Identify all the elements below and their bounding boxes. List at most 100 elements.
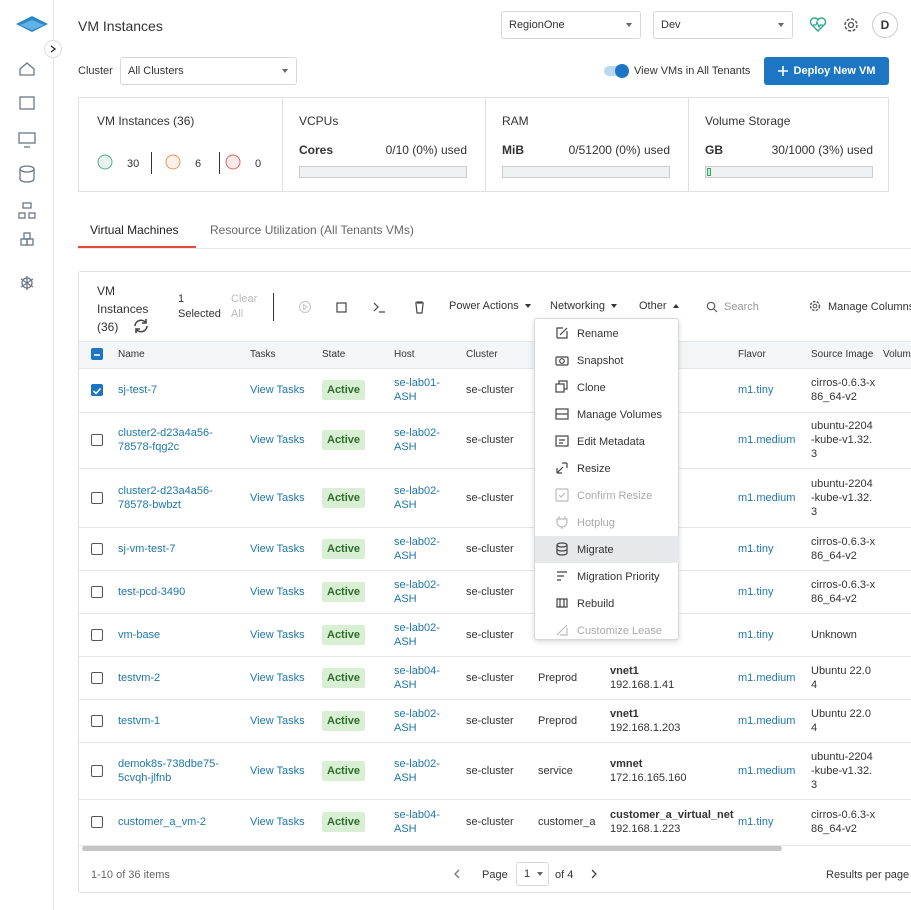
tenant-select[interactable]: Dev bbox=[653, 11, 793, 39]
page-total: of 4 bbox=[555, 869, 574, 881]
deploy-button[interactable]: Deploy New VM bbox=[764, 57, 889, 85]
next-page[interactable] bbox=[589, 868, 599, 880]
refresh-icon[interactable] bbox=[132, 318, 150, 334]
row-checkbox[interactable] bbox=[91, 714, 103, 727]
network-ip: 192.168.1.223 bbox=[610, 823, 681, 835]
menu-item[interactable]: Snapshot bbox=[577, 354, 624, 367]
menu-item[interactable]: Manage Volumes bbox=[577, 408, 662, 421]
status-icon bbox=[97, 154, 113, 175]
view-tasks[interactable]: View Tasks bbox=[250, 542, 305, 555]
tab[interactable]: Resource Utilization (All Tenants VMs) bbox=[210, 223, 414, 237]
state-badge: Active bbox=[322, 760, 366, 781]
row-checkbox[interactable] bbox=[91, 764, 103, 777]
row-checkbox[interactable] bbox=[91, 383, 103, 396]
flavor-link[interactable]: m1.medium bbox=[738, 671, 796, 684]
view-tasks[interactable]: View Tasks bbox=[250, 491, 305, 504]
view-tasks[interactable]: View Tasks bbox=[250, 383, 305, 396]
source-image: Ubuntu 22.04 bbox=[811, 707, 871, 734]
view-tasks[interactable]: View Tasks bbox=[250, 585, 305, 598]
flavor-link[interactable]: m1.medium bbox=[738, 764, 796, 777]
vm-name[interactable]: vm-base bbox=[118, 628, 161, 641]
host-link[interactable]: se-lab02-ASH bbox=[394, 757, 440, 784]
host-link[interactable]: se-lab02-ASH bbox=[394, 578, 440, 605]
view-tasks[interactable]: View Tasks bbox=[250, 764, 305, 777]
view-tasks[interactable]: View Tasks bbox=[250, 671, 305, 684]
host-link[interactable]: se-lab04-ASH bbox=[394, 809, 440, 835]
action-dropdown[interactable]: Power Actions bbox=[449, 300, 531, 312]
vm-name[interactable]: sj-test-7 bbox=[118, 383, 158, 396]
vm-name[interactable]: demok8s-738dbe75-5cvqh-jlfnb bbox=[118, 757, 219, 784]
vm-name[interactable]: customer_a_vm-2 bbox=[118, 816, 207, 828]
flavor-link[interactable]: m1.medium bbox=[738, 491, 796, 504]
row-checkbox[interactable] bbox=[91, 542, 103, 555]
flavor-link[interactable]: m1.tiny bbox=[738, 628, 774, 641]
cluster-name: se-cluster bbox=[466, 764, 514, 777]
scrollbar[interactable] bbox=[82, 846, 782, 851]
row-checkbox[interactable] bbox=[91, 585, 103, 598]
flavor-cell: m1.tiny bbox=[738, 570, 808, 613]
nav-icons[interactable] bbox=[0, 55, 53, 305]
search-input[interactable]: Search bbox=[724, 301, 759, 313]
flavor-link[interactable]: m1.tiny bbox=[738, 542, 774, 555]
region-select[interactable]: RegionOne bbox=[501, 11, 641, 39]
clear-all[interactable]: Clear All bbox=[231, 293, 258, 320]
tenant-name: service bbox=[538, 764, 573, 777]
row-checkbox[interactable] bbox=[91, 816, 103, 828]
sidebar-toggle[interactable] bbox=[44, 40, 62, 58]
tab-active[interactable]: Virtual Machines bbox=[90, 223, 179, 237]
host-link[interactable]: se-lab02-ASH bbox=[394, 427, 440, 453]
row-checkbox[interactable] bbox=[91, 671, 103, 684]
menu-item[interactable]: Edit Metadata bbox=[577, 435, 645, 448]
action-dropdown[interactable]: Other bbox=[639, 300, 679, 312]
menu-item[interactable]: Rename bbox=[577, 327, 619, 340]
header-checkbox[interactable] bbox=[91, 348, 103, 360]
row-action-icons[interactable] bbox=[296, 298, 431, 316]
host-link[interactable]: se-lab01-ASH bbox=[394, 376, 440, 403]
row-checkbox[interactable] bbox=[91, 491, 103, 504]
state-cell: Active bbox=[322, 742, 382, 799]
vm-name[interactable]: cluster2-d23a4a56-78578-fqg2c bbox=[118, 427, 213, 453]
menu-item[interactable]: Resize bbox=[577, 462, 611, 475]
vm-name[interactable]: sj-vm-test-7 bbox=[118, 542, 176, 555]
host-link[interactable]: se-lab02-ASH bbox=[394, 484, 440, 511]
user-avatar[interactable]: D bbox=[872, 12, 898, 38]
host-link[interactable]: se-lab02-ASH bbox=[394, 707, 440, 734]
menu-item[interactable]: Migration Priority bbox=[577, 570, 660, 583]
flavor-link[interactable]: m1.medium bbox=[738, 434, 796, 446]
sidebar bbox=[0, 0, 54, 910]
host-link[interactable]: se-lab02-ASH bbox=[394, 621, 440, 648]
cluster-select[interactable]: All Clusters bbox=[120, 57, 297, 85]
view-tasks[interactable]: View Tasks bbox=[250, 628, 305, 641]
menu-item[interactable]: Rebuild bbox=[577, 597, 615, 610]
host-link[interactable]: se-lab02-ASH bbox=[394, 535, 440, 562]
vm-name[interactable]: testvm-1 bbox=[118, 714, 161, 727]
manage-columns[interactable]: Manage Columns bbox=[828, 301, 911, 313]
vm-name[interactable]: test-pcd-3490 bbox=[118, 585, 186, 598]
flavor-link[interactable]: m1.medium bbox=[738, 714, 796, 727]
view-tasks[interactable]: View Tasks bbox=[250, 434, 305, 446]
vm-name[interactable]: cluster2-d23a4a56-78578-bwbzt bbox=[118, 484, 213, 511]
flavor-link[interactable]: m1.tiny bbox=[738, 816, 774, 828]
menu-item: Hotplug bbox=[577, 516, 615, 529]
deploy-label: Deploy New VM bbox=[793, 65, 876, 77]
row-checkbox[interactable] bbox=[91, 434, 103, 446]
flavor-link[interactable]: m1.tiny bbox=[738, 383, 774, 396]
health-icon[interactable] bbox=[809, 16, 827, 34]
tenant-toggle[interactable] bbox=[604, 64, 629, 78]
view-tasks[interactable]: View Tasks bbox=[250, 714, 305, 727]
menu-item[interactable]: Clone bbox=[577, 381, 606, 394]
menu-item[interactable]: Migrate bbox=[535, 536, 679, 563]
host-link[interactable]: se-lab04-ASH bbox=[394, 664, 440, 691]
resource-unit: GB bbox=[705, 143, 723, 157]
menu-icon bbox=[554, 568, 570, 589]
action-dropdown[interactable]: Networking bbox=[550, 300, 618, 312]
settings-icon[interactable] bbox=[842, 16, 860, 34]
row-checkbox[interactable] bbox=[91, 628, 103, 641]
vm-name[interactable]: testvm-2 bbox=[118, 671, 161, 684]
network-ip: 172.16.165.160 bbox=[610, 771, 687, 784]
view-tasks[interactable]: View Tasks bbox=[250, 816, 305, 828]
page-select[interactable]: 1 bbox=[516, 862, 549, 886]
prev-page[interactable] bbox=[452, 868, 462, 880]
flavor-link[interactable]: m1.tiny bbox=[738, 585, 774, 598]
tenant-name: customer_a bbox=[538, 816, 596, 828]
